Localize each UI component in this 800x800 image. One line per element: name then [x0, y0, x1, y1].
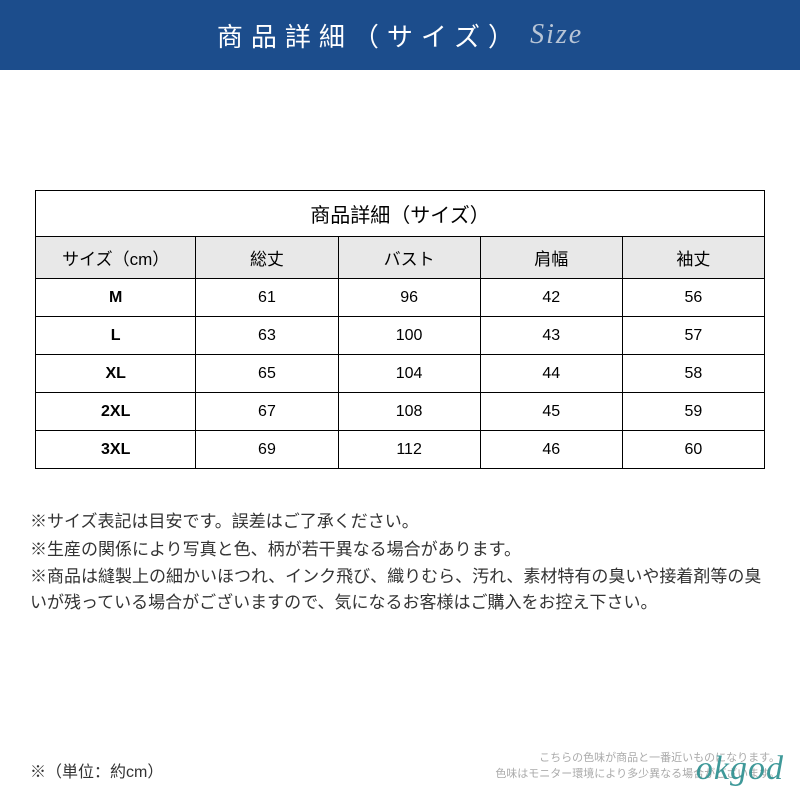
col-header-length: 総丈 [196, 237, 338, 279]
cell: 69 [196, 431, 338, 469]
cell: 45 [480, 393, 622, 431]
footer-disclaimer: こちらの色味が商品と一番近いものになります。 色味はモニター環境により多少異なる… [495, 751, 780, 782]
cell: 67 [196, 393, 338, 431]
banner-title-jp: 商品詳細（サイズ） [217, 17, 522, 54]
col-header-shoulder: 肩幅 [480, 237, 622, 279]
col-header-sleeve: 袖丈 [622, 237, 764, 279]
col-header-size: サイズ（cm） [36, 237, 196, 279]
cell: 56 [622, 279, 764, 317]
footer-row: ※（単位：約cm） こちらの色味が商品と一番近いものになります。 色味はモニター… [30, 751, 780, 782]
table-title-row: 商品詳細（サイズ） [36, 191, 765, 237]
table-row: L 63 100 43 57 [36, 317, 765, 355]
note-line: ※サイズ表記は目安です。誤差はご了承ください。 [30, 509, 770, 535]
table-body: M 61 96 42 56 L 63 100 43 57 XL 65 104 4… [36, 279, 765, 469]
size-label: M [36, 279, 196, 317]
table-title: 商品詳細（サイズ） [36, 191, 765, 237]
table-row: 3XL 69 112 46 60 [36, 431, 765, 469]
cell: 42 [480, 279, 622, 317]
table-row: 2XL 67 108 45 59 [36, 393, 765, 431]
cell: 59 [622, 393, 764, 431]
cell: 61 [196, 279, 338, 317]
size-table: 商品詳細（サイズ） サイズ（cm） 総丈 バスト 肩幅 袖丈 M 61 96 4… [35, 190, 765, 469]
note-line: ※生産の関係により写真と色、柄が若干異なる場合があります。 [30, 537, 770, 563]
cell: 44 [480, 355, 622, 393]
size-label: 2XL [36, 393, 196, 431]
table-row: XL 65 104 44 58 [36, 355, 765, 393]
cell: 58 [622, 355, 764, 393]
footer-right: こちらの色味が商品と一番近いものになります。 色味はモニター環境により多少異なる… [495, 751, 780, 782]
size-table-container: 商品詳細（サイズ） サイズ（cm） 総丈 バスト 肩幅 袖丈 M 61 96 4… [35, 190, 765, 469]
cell: 112 [338, 431, 480, 469]
size-label: 3XL [36, 431, 196, 469]
cell: 104 [338, 355, 480, 393]
cell: 65 [196, 355, 338, 393]
disclaimer-line: 色味はモニター環境により多少異なる場合がございます。 [495, 767, 780, 782]
note-line: ※商品は縫製上の細かいほつれ、インク飛び、織りむら、汚れ、素材特有の臭いや接着剤… [30, 564, 770, 615]
table-header-row: サイズ（cm） 総丈 バスト 肩幅 袖丈 [36, 237, 765, 279]
cell: 46 [480, 431, 622, 469]
cell: 100 [338, 317, 480, 355]
cell: 60 [622, 431, 764, 469]
size-label: L [36, 317, 196, 355]
col-header-bust: バスト [338, 237, 480, 279]
notes-section: ※サイズ表記は目安です。誤差はご了承ください。 ※生産の関係により写真と色、柄が… [30, 509, 770, 615]
size-label: XL [36, 355, 196, 393]
cell: 108 [338, 393, 480, 431]
banner-title-en: Size [530, 19, 583, 51]
cell: 96 [338, 279, 480, 317]
unit-label: ※（単位：約cm） [30, 758, 163, 782]
cell: 57 [622, 317, 764, 355]
cell: 63 [196, 317, 338, 355]
table-row: M 61 96 42 56 [36, 279, 765, 317]
header-banner: 商品詳細（サイズ） Size [0, 0, 800, 70]
disclaimer-line: こちらの色味が商品と一番近いものになります。 [495, 751, 780, 766]
cell: 43 [480, 317, 622, 355]
